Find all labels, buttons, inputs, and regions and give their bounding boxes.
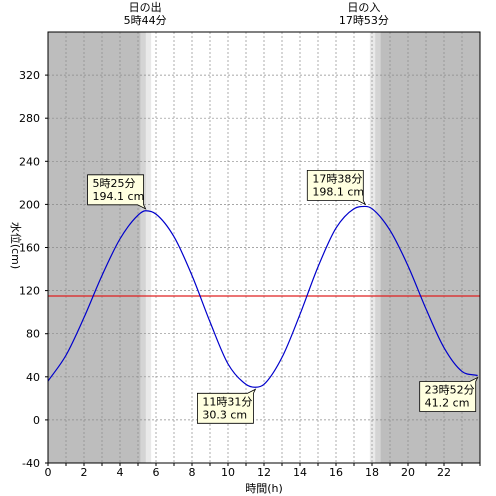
y-tick-label: -40 — [22, 457, 40, 470]
x-tick-label: 2 — [81, 466, 88, 479]
sun-event-time: 5時44分 — [124, 14, 167, 27]
callout-box — [306, 169, 367, 206]
x-tick-label: 8 — [189, 466, 196, 479]
grid-lines — [48, 32, 480, 463]
y-tick-label: 200 — [19, 198, 40, 211]
x-tick-label: 22 — [437, 466, 451, 479]
x-tick-label: 4 — [117, 466, 124, 479]
x-axis: 0 2 4 6 8 10 12 14 16 18 20 22 — [45, 463, 481, 479]
callout-time: 23時52分 — [425, 384, 475, 397]
x-axis-title: 時間(h) — [245, 482, 283, 495]
y-tick-label: 320 — [19, 69, 40, 82]
callout-value: 41.2 cm — [425, 397, 470, 410]
callout-box — [87, 174, 147, 210]
sun-event-label: 日の出 — [129, 0, 162, 14]
callout-box — [419, 376, 479, 412]
callout-value: 30.3 cm — [202, 408, 247, 421]
tide-series-line — [47, 205, 478, 388]
x-tick-label: 0 — [45, 466, 52, 479]
y-tick-label: 240 — [19, 155, 40, 168]
sun-event-label: 日の入 — [347, 1, 380, 14]
callout-time: 17時38分 — [312, 172, 362, 185]
sun-event-time: 17時53分 — [339, 14, 389, 27]
x-tick-label: 20 — [401, 466, 415, 479]
x-tick-label: 16 — [329, 466, 343, 479]
callout-value: 194.1 cm — [93, 190, 145, 203]
y-axis-title: 水位(cm) — [9, 222, 23, 269]
y-tick-label: 80 — [26, 328, 40, 341]
y-tick-label: 160 — [19, 242, 40, 255]
callout-box — [196, 388, 257, 424]
x-tick-label: 6 — [153, 466, 160, 479]
x-tick-label: 14 — [293, 466, 307, 479]
y-tick-label: 120 — [19, 285, 40, 298]
y-tick-label: 40 — [26, 371, 40, 384]
callout-time: 11時31分 — [202, 395, 252, 408]
x-tick-label: 10 — [221, 466, 235, 479]
callout-time: 5時25分 — [93, 177, 136, 190]
y-axis: -40 0 40 80 120 160 200 240 280 320 — [19, 69, 48, 470]
y-tick-label: 280 — [19, 112, 40, 125]
y-tick-label: 0 — [33, 414, 40, 427]
x-tick-label: 18 — [365, 466, 379, 479]
callout-value: 198.1 cm — [312, 185, 364, 198]
x-tick-label: 12 — [257, 466, 271, 479]
